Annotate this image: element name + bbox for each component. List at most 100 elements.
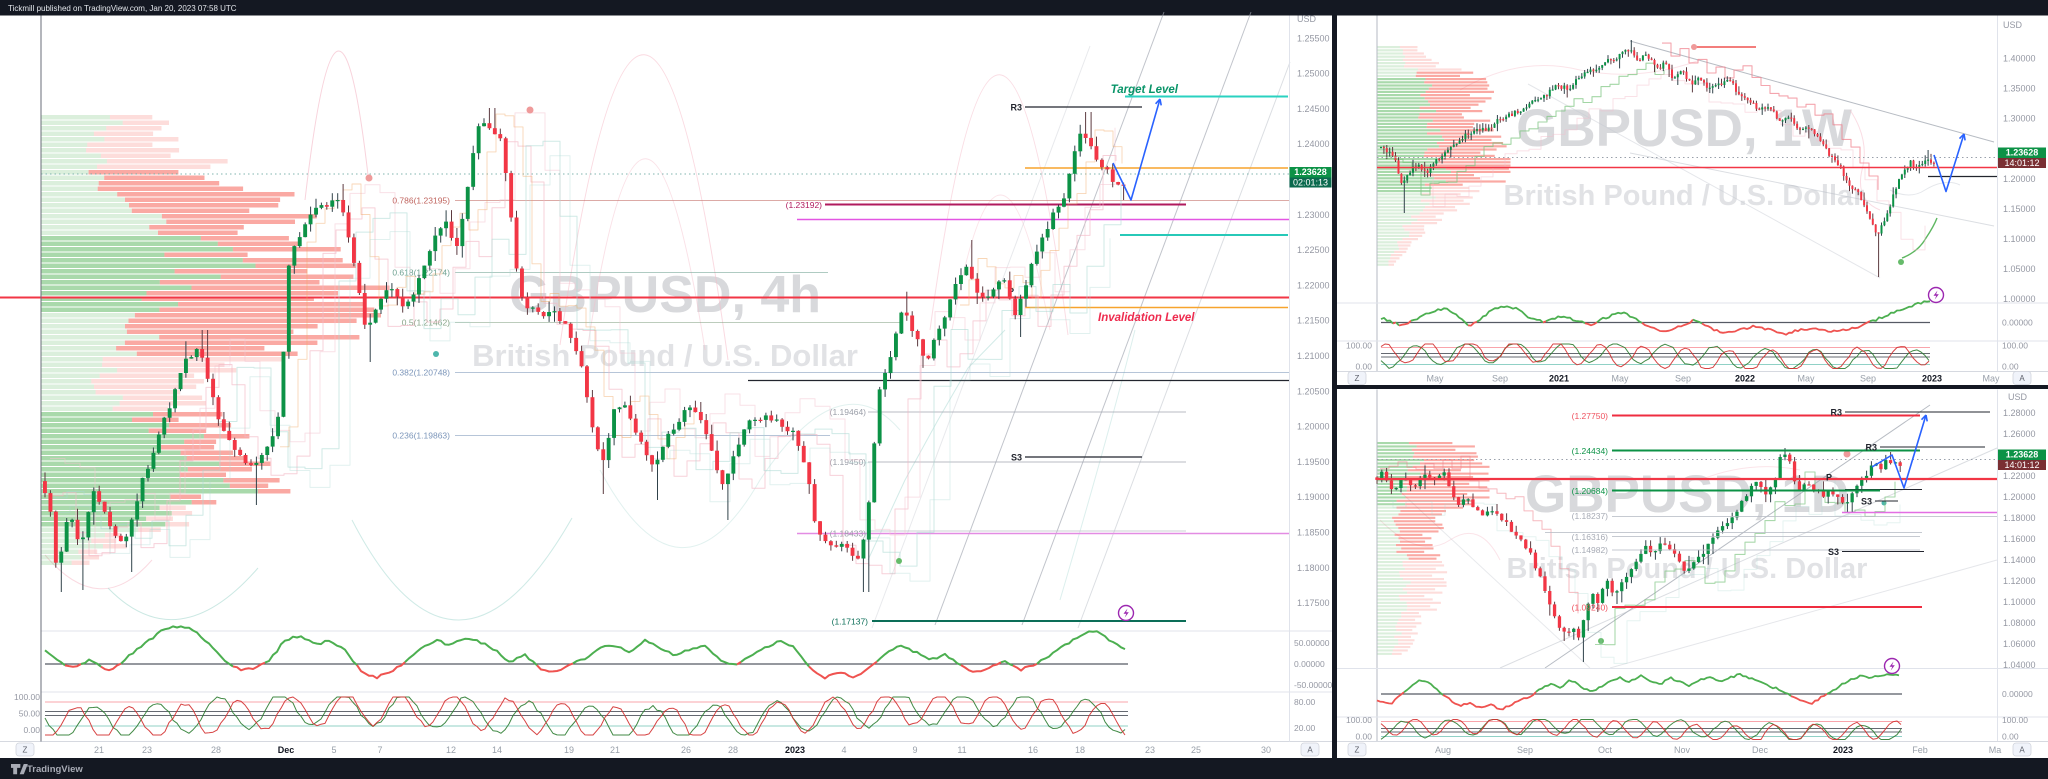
svg-text:100.00: 100.00 xyxy=(14,692,40,702)
svg-text:100.00: 100.00 xyxy=(2002,715,2028,725)
svg-text:(1.23192): (1.23192) xyxy=(786,200,823,210)
svg-text:USD: USD xyxy=(2003,20,2023,30)
svg-text:Ma: Ma xyxy=(1989,745,2002,755)
svg-text:(1.14982): (1.14982) xyxy=(1572,545,1609,555)
svg-text:1.22000: 1.22000 xyxy=(1297,280,1330,290)
svg-text:May: May xyxy=(1611,374,1629,384)
svg-text:May: May xyxy=(1426,374,1444,384)
svg-text:1.26000: 1.26000 xyxy=(2003,429,2036,439)
svg-text:19: 19 xyxy=(564,745,574,755)
svg-text:(1.19464): (1.19464) xyxy=(830,407,867,417)
svg-text:0.5(1.21462): 0.5(1.21462) xyxy=(402,318,450,328)
svg-text:0.236(1.19863): 0.236(1.19863) xyxy=(392,431,450,441)
svg-text:Aug: Aug xyxy=(1435,745,1451,755)
svg-text:Sep: Sep xyxy=(1860,374,1876,384)
svg-text:21: 21 xyxy=(94,745,104,755)
svg-text:50.00: 50.00 xyxy=(19,709,41,719)
svg-text:14:01:12: 14:01:12 xyxy=(2004,460,2039,470)
svg-text:28: 28 xyxy=(728,745,738,755)
svg-text:1.23628: 1.23628 xyxy=(1294,167,1327,177)
svg-text:1.25500: 1.25500 xyxy=(1297,33,1330,43)
svg-text:0.618(1.22174): 0.618(1.22174) xyxy=(392,268,450,278)
svg-text:S3: S3 xyxy=(1011,453,1022,463)
svg-text:(1.16316): (1.16316) xyxy=(1572,532,1609,542)
svg-text:1.35000: 1.35000 xyxy=(2003,84,2036,94)
svg-text:100.00: 100.00 xyxy=(2002,341,2028,351)
svg-text:1.23628: 1.23628 xyxy=(2006,148,2039,158)
svg-text:1.30000: 1.30000 xyxy=(2003,114,2036,124)
svg-text:TradingView: TradingView xyxy=(27,764,83,775)
svg-text:May: May xyxy=(1982,374,2000,384)
svg-text:1.21000: 1.21000 xyxy=(1297,351,1330,361)
svg-text:26: 26 xyxy=(681,745,691,755)
svg-text:14:01:12: 14:01:12 xyxy=(2004,158,2039,168)
svg-text:1.15000: 1.15000 xyxy=(2003,204,2036,214)
svg-text:1.22500: 1.22500 xyxy=(1297,245,1330,255)
svg-text:2023: 2023 xyxy=(1833,745,1853,755)
svg-text:Oct: Oct xyxy=(1598,745,1613,755)
svg-text:A: A xyxy=(2019,746,2025,755)
svg-text:18: 18 xyxy=(1075,745,1085,755)
svg-text:British Pound / U.S. Dollar: British Pound / U.S. Dollar xyxy=(472,338,858,373)
svg-text:GBPUSD, 4h: GBPUSD, 4h xyxy=(509,266,821,324)
svg-text:21: 21 xyxy=(610,745,620,755)
svg-text:80.00: 80.00 xyxy=(1294,697,1316,707)
svg-text:1.18000: 1.18000 xyxy=(2003,513,2036,523)
svg-text:1.25000: 1.25000 xyxy=(1297,69,1330,79)
svg-text:May: May xyxy=(1797,374,1815,384)
svg-text:1.22000: 1.22000 xyxy=(2003,471,2036,481)
svg-text:1.24000: 1.24000 xyxy=(1297,139,1330,149)
svg-text:-50.00000: -50.00000 xyxy=(1294,680,1333,690)
svg-text:USD: USD xyxy=(1297,14,1317,24)
svg-text:20.00: 20.00 xyxy=(1294,723,1316,733)
svg-text:0.00000: 0.00000 xyxy=(2002,318,2033,328)
svg-text:9: 9 xyxy=(912,745,917,755)
svg-text:GBPUSD, 1W: GBPUSD, 1W xyxy=(1516,99,1852,158)
svg-text:(1.19450): (1.19450) xyxy=(830,457,867,467)
svg-text:(1.17137): (1.17137) xyxy=(832,617,869,627)
svg-text:Dec: Dec xyxy=(278,745,295,755)
svg-text:Target Level: Target Level xyxy=(1111,84,1179,96)
svg-text:1.14000: 1.14000 xyxy=(2003,555,2036,565)
svg-text:25: 25 xyxy=(1191,745,1201,755)
svg-text:(1.18433): (1.18433) xyxy=(830,529,867,539)
svg-text:5: 5 xyxy=(331,745,336,755)
svg-text:Z: Z xyxy=(1355,746,1360,755)
svg-text:30: 30 xyxy=(1261,745,1271,755)
svg-text:British Pound / U.S. Dollar: British Pound / U.S. Dollar xyxy=(1504,180,1865,212)
svg-text:1.00000: 1.00000 xyxy=(2003,294,2036,304)
svg-text:100.00: 100.00 xyxy=(1346,715,1372,725)
svg-text:(1.20684): (1.20684) xyxy=(1572,486,1609,496)
svg-text:2023: 2023 xyxy=(785,745,805,755)
svg-text:1.10000: 1.10000 xyxy=(2003,597,2036,607)
svg-text:14: 14 xyxy=(492,745,502,755)
svg-text:1.24500: 1.24500 xyxy=(1297,104,1330,114)
svg-text:(1.24434): (1.24434) xyxy=(1572,446,1609,456)
svg-text:Nov: Nov xyxy=(1674,745,1691,755)
svg-text:12: 12 xyxy=(446,745,456,755)
svg-text:1.06000: 1.06000 xyxy=(2003,639,2036,649)
svg-text:11: 11 xyxy=(957,745,966,755)
svg-text:2021: 2021 xyxy=(1549,374,1569,384)
svg-text:0.786(1.23195): 0.786(1.23195) xyxy=(392,196,450,206)
svg-text:1.20500: 1.20500 xyxy=(1297,386,1330,396)
svg-text:1.08000: 1.08000 xyxy=(2003,618,2036,628)
svg-text:1.20000: 1.20000 xyxy=(1297,422,1330,432)
svg-text:Z: Z xyxy=(23,746,28,755)
svg-text:1.18000: 1.18000 xyxy=(1297,563,1330,573)
svg-text:2023: 2023 xyxy=(1922,374,1942,384)
svg-text:7: 7 xyxy=(377,745,382,755)
svg-text:Dec: Dec xyxy=(1752,745,1769,755)
svg-text:1.19000: 1.19000 xyxy=(1297,492,1330,502)
svg-text:1.28000: 1.28000 xyxy=(2003,408,2036,418)
svg-text:0.00: 0.00 xyxy=(1355,362,1372,372)
svg-text:0.00000: 0.00000 xyxy=(2002,689,2033,699)
svg-text:1.20000: 1.20000 xyxy=(2003,174,2036,184)
svg-text:0.00: 0.00 xyxy=(2002,732,2019,742)
svg-text:1.40000: 1.40000 xyxy=(2003,53,2036,63)
svg-text:A: A xyxy=(1307,746,1313,755)
svg-text:1.04000: 1.04000 xyxy=(2003,660,2036,670)
svg-text:2022: 2022 xyxy=(1735,374,1755,384)
svg-text:P: P xyxy=(1826,473,1832,483)
svg-text:1.23628: 1.23628 xyxy=(2006,450,2039,460)
